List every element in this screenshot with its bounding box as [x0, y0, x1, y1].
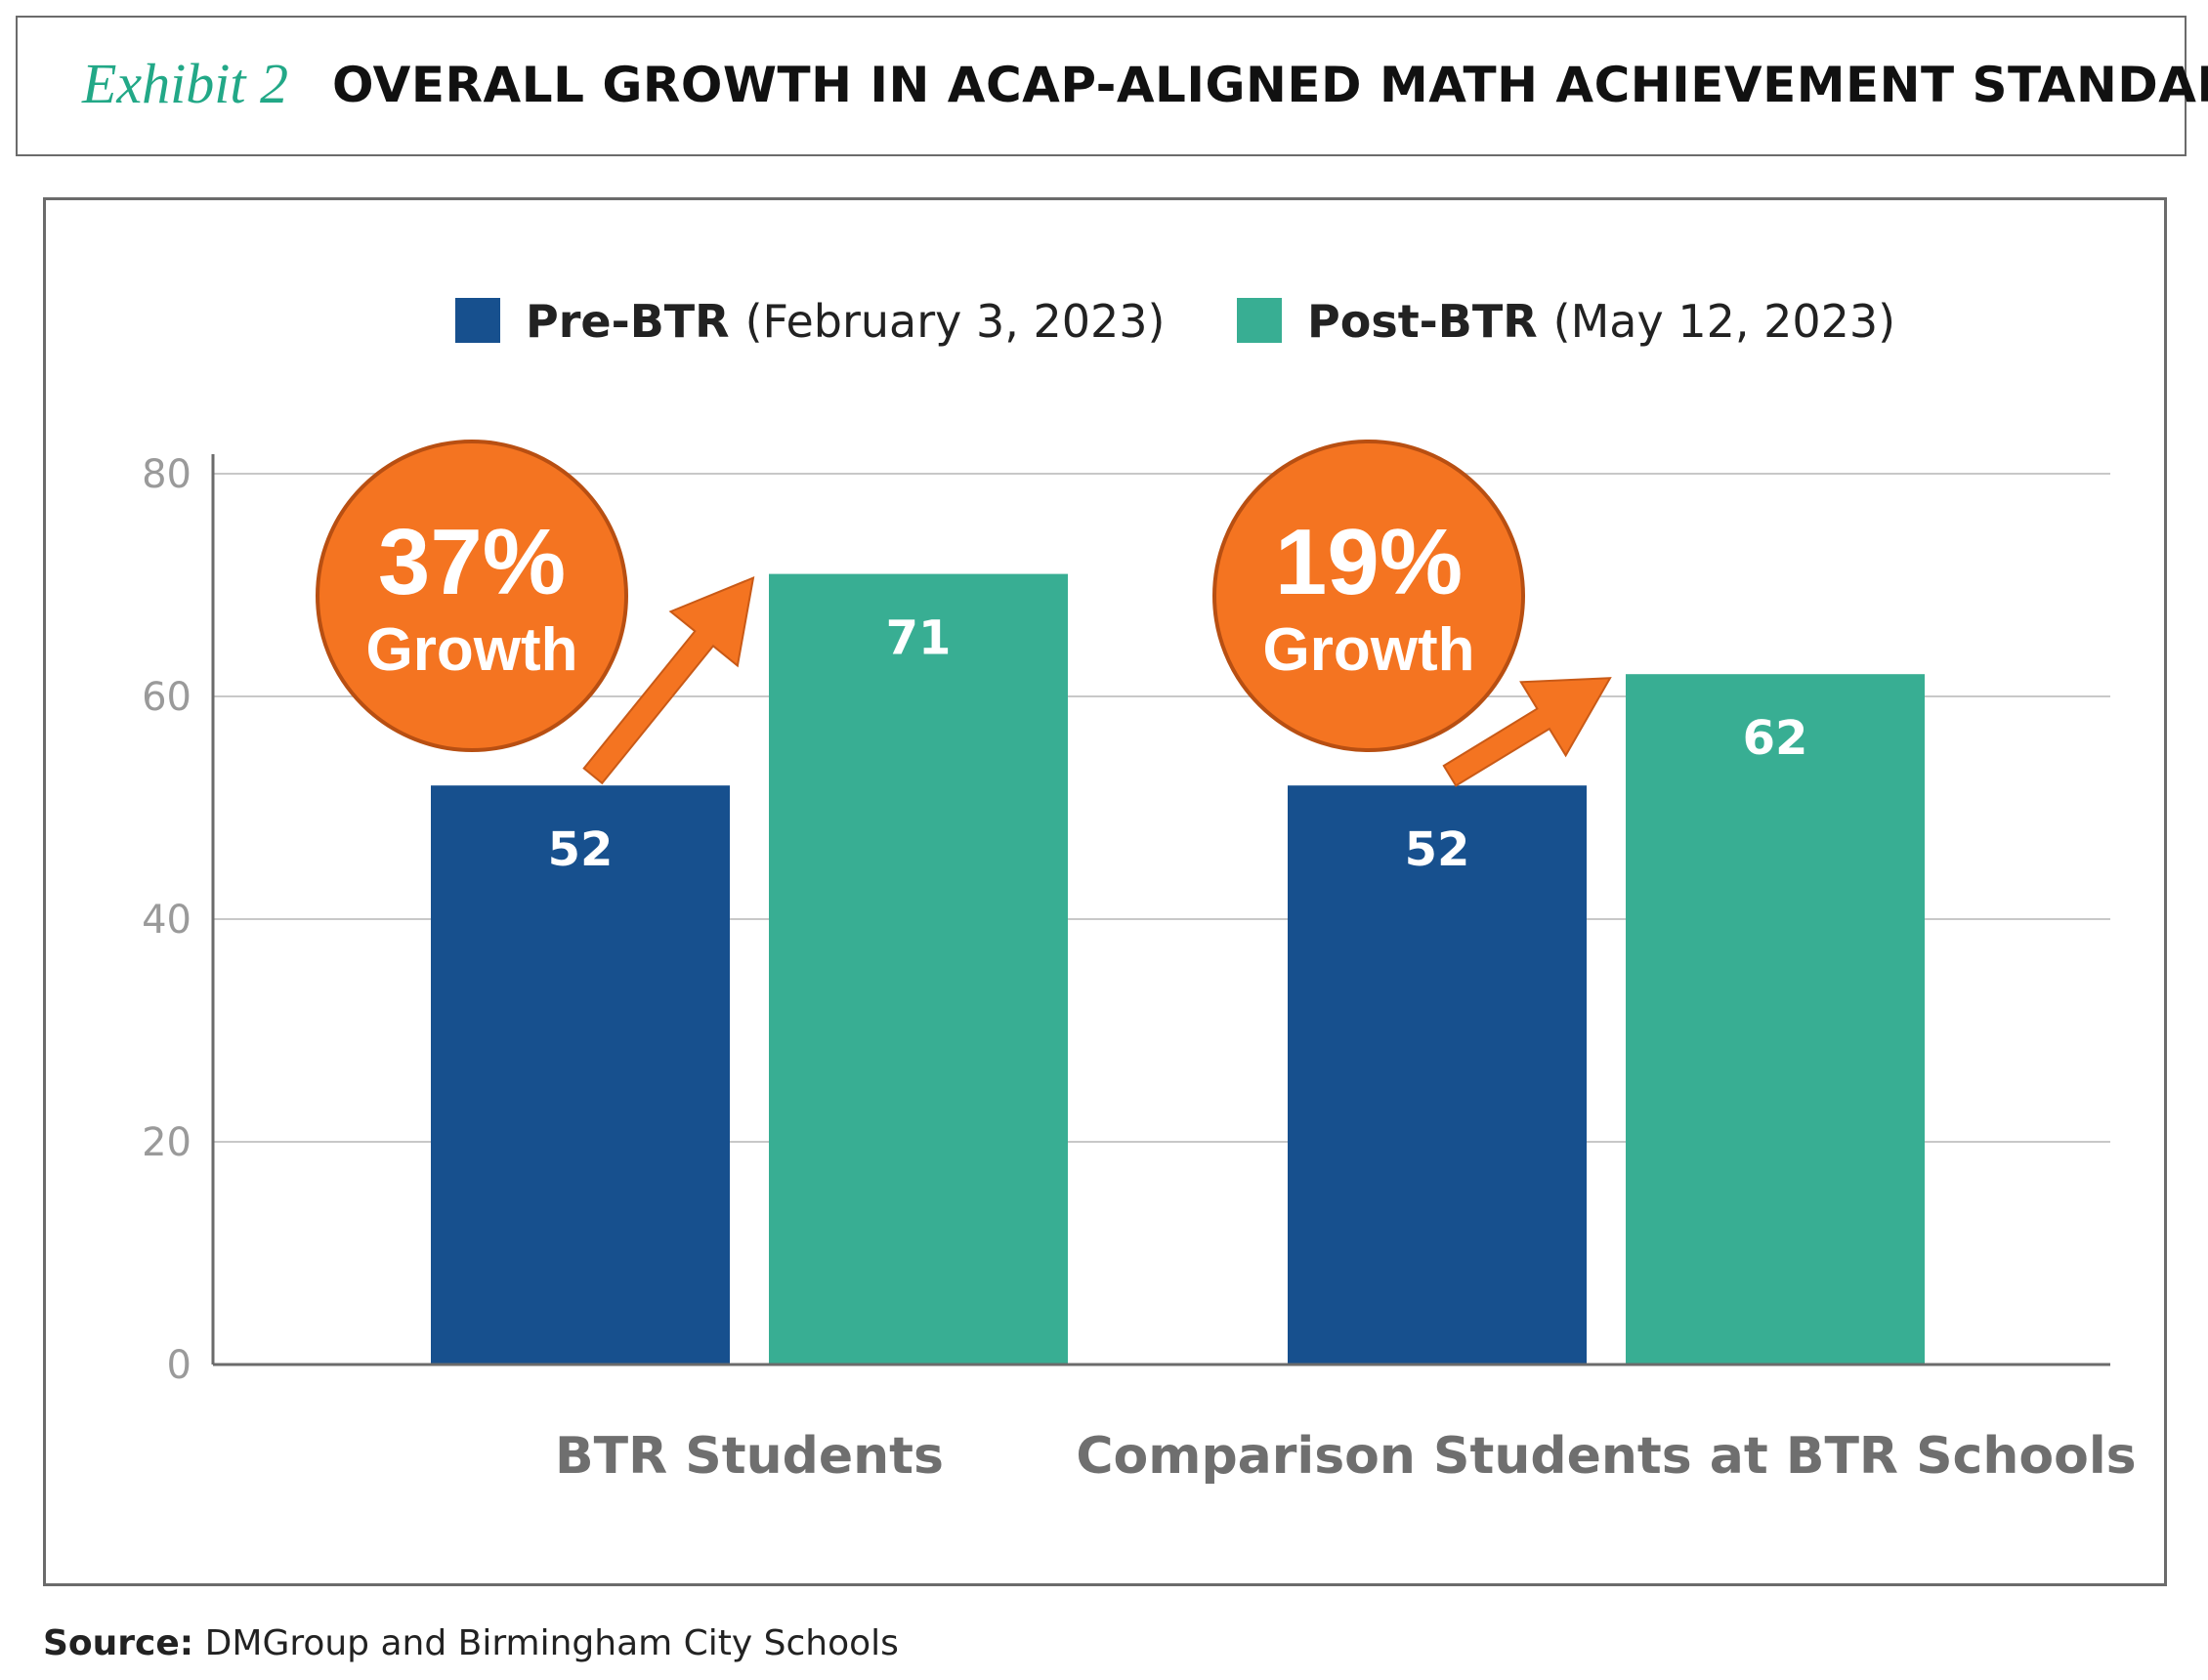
legend-series-name: Pre-BTR [526, 295, 745, 348]
growth-circle [1212, 440, 1525, 752]
growth-percent: 37% [378, 510, 566, 614]
bars: 52 71 52 62 [431, 573, 1925, 1365]
bar-value-label: 52 [548, 822, 614, 877]
bar [431, 785, 730, 1365]
y-tick-label: 20 [142, 1120, 191, 1165]
y-tick-label: 40 [142, 898, 191, 943]
x-axis: BTR Students Comparison Students at BTR S… [213, 1363, 2137, 1486]
exhibit-label: Exhibit 2 [82, 52, 289, 115]
growth-arrow [582, 575, 755, 785]
chart-frame [43, 197, 2167, 1586]
bar-value-label: 62 [1743, 711, 1808, 766]
legend-swatch [1237, 298, 1282, 343]
legend-series-detail: (February 3, 2023) [745, 295, 1166, 348]
bar [1626, 674, 1925, 1365]
growth-label: Growth [1263, 616, 1475, 684]
y-tick-label: 80 [142, 452, 191, 497]
legend-swatch [455, 298, 500, 343]
growth-percent: 19% [1275, 510, 1463, 614]
bar-value-label: 52 [1405, 822, 1470, 877]
legend-entry: Pre-BTR (February 3, 2023) [526, 295, 1166, 348]
legend-entry: Post-BTR (May 12, 2023) [1307, 295, 1895, 348]
source-label: Source: [43, 1623, 194, 1663]
legend-series-name: Post-BTR [1307, 295, 1553, 348]
growth-circle [316, 440, 628, 752]
bar-value-label: 71 [886, 611, 952, 666]
y-axis: 0 20 40 60 80 [142, 452, 215, 1388]
growth-arrow [1442, 677, 1612, 787]
x-tick-label: Comparison Students at BTR Schools [1076, 1427, 2136, 1486]
source-note: Source: DMGroup and Birmingham City Scho… [43, 1623, 899, 1663]
growth-label: Growth [366, 616, 578, 684]
bar [769, 573, 1068, 1365]
y-tick-label: 60 [142, 675, 191, 720]
title-box: Exhibit 2 OVERALL GROWTH IN ACAP-ALIGNED… [16, 16, 2208, 156]
chart-title: OVERALL GROWTH IN ACAP-ALIGNED MATH ACHI… [332, 57, 2208, 113]
y-tick-label: 0 [167, 1343, 191, 1388]
source-text: DMGroup and Birmingham City Schools [204, 1623, 899, 1663]
legend: Pre-BTR (February 3, 2023) Post-BTR (May … [455, 295, 1895, 348]
bar [1288, 785, 1587, 1365]
legend-series-detail: (May 12, 2023) [1553, 295, 1895, 348]
x-tick-label: BTR Students [555, 1427, 944, 1486]
